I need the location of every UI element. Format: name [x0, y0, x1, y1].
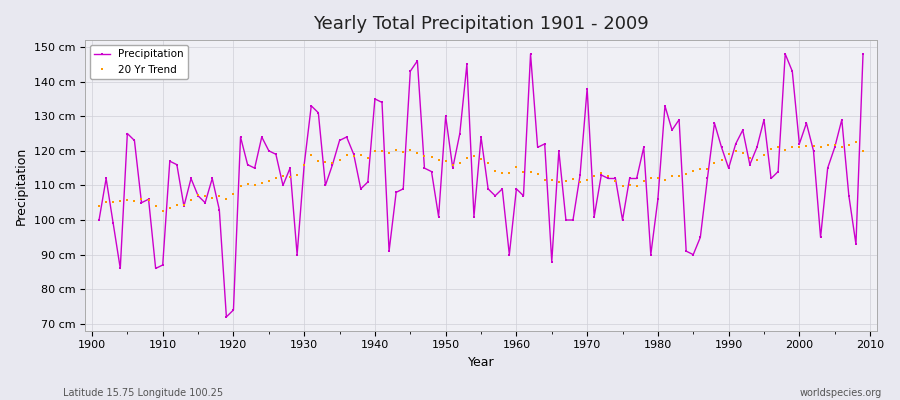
Precipitation: [356, 186, 366, 191]
Precipitation: [511, 186, 522, 191]
Text: worldspecies.org: worldspecies.org: [800, 388, 882, 398]
20 Yr Trend: [313, 158, 324, 163]
20 Yr Trend: [94, 203, 104, 208]
Line: Precipitation: Precipitation: [98, 52, 864, 318]
Precipitation: [150, 266, 161, 271]
Precipitation: [313, 110, 324, 115]
Precipitation: [858, 52, 868, 56]
20 Yr Trend: [511, 165, 522, 170]
20 Yr Trend: [356, 153, 366, 158]
Title: Yearly Total Precipitation 1901 - 2009: Yearly Total Precipitation 1901 - 2009: [313, 15, 649, 33]
Precipitation: [221, 314, 232, 319]
X-axis label: Year: Year: [468, 356, 494, 369]
20 Yr Trend: [603, 173, 614, 178]
Text: Latitude 15.75 Longitude 100.25: Latitude 15.75 Longitude 100.25: [63, 388, 223, 398]
20 Yr Trend: [850, 140, 861, 145]
20 Yr Trend: [858, 148, 868, 153]
Legend: Precipitation, 20 Yr Trend: Precipitation, 20 Yr Trend: [90, 45, 188, 79]
20 Yr Trend: [150, 204, 161, 208]
Y-axis label: Precipitation: Precipitation: [15, 146, 28, 224]
Precipitation: [518, 193, 529, 198]
Precipitation: [526, 52, 536, 56]
Precipitation: [94, 218, 104, 222]
20 Yr Trend: [518, 170, 529, 174]
20 Yr Trend: [158, 209, 168, 214]
Line: 20 Yr Trend: 20 Yr Trend: [98, 141, 864, 212]
Precipitation: [610, 176, 621, 181]
